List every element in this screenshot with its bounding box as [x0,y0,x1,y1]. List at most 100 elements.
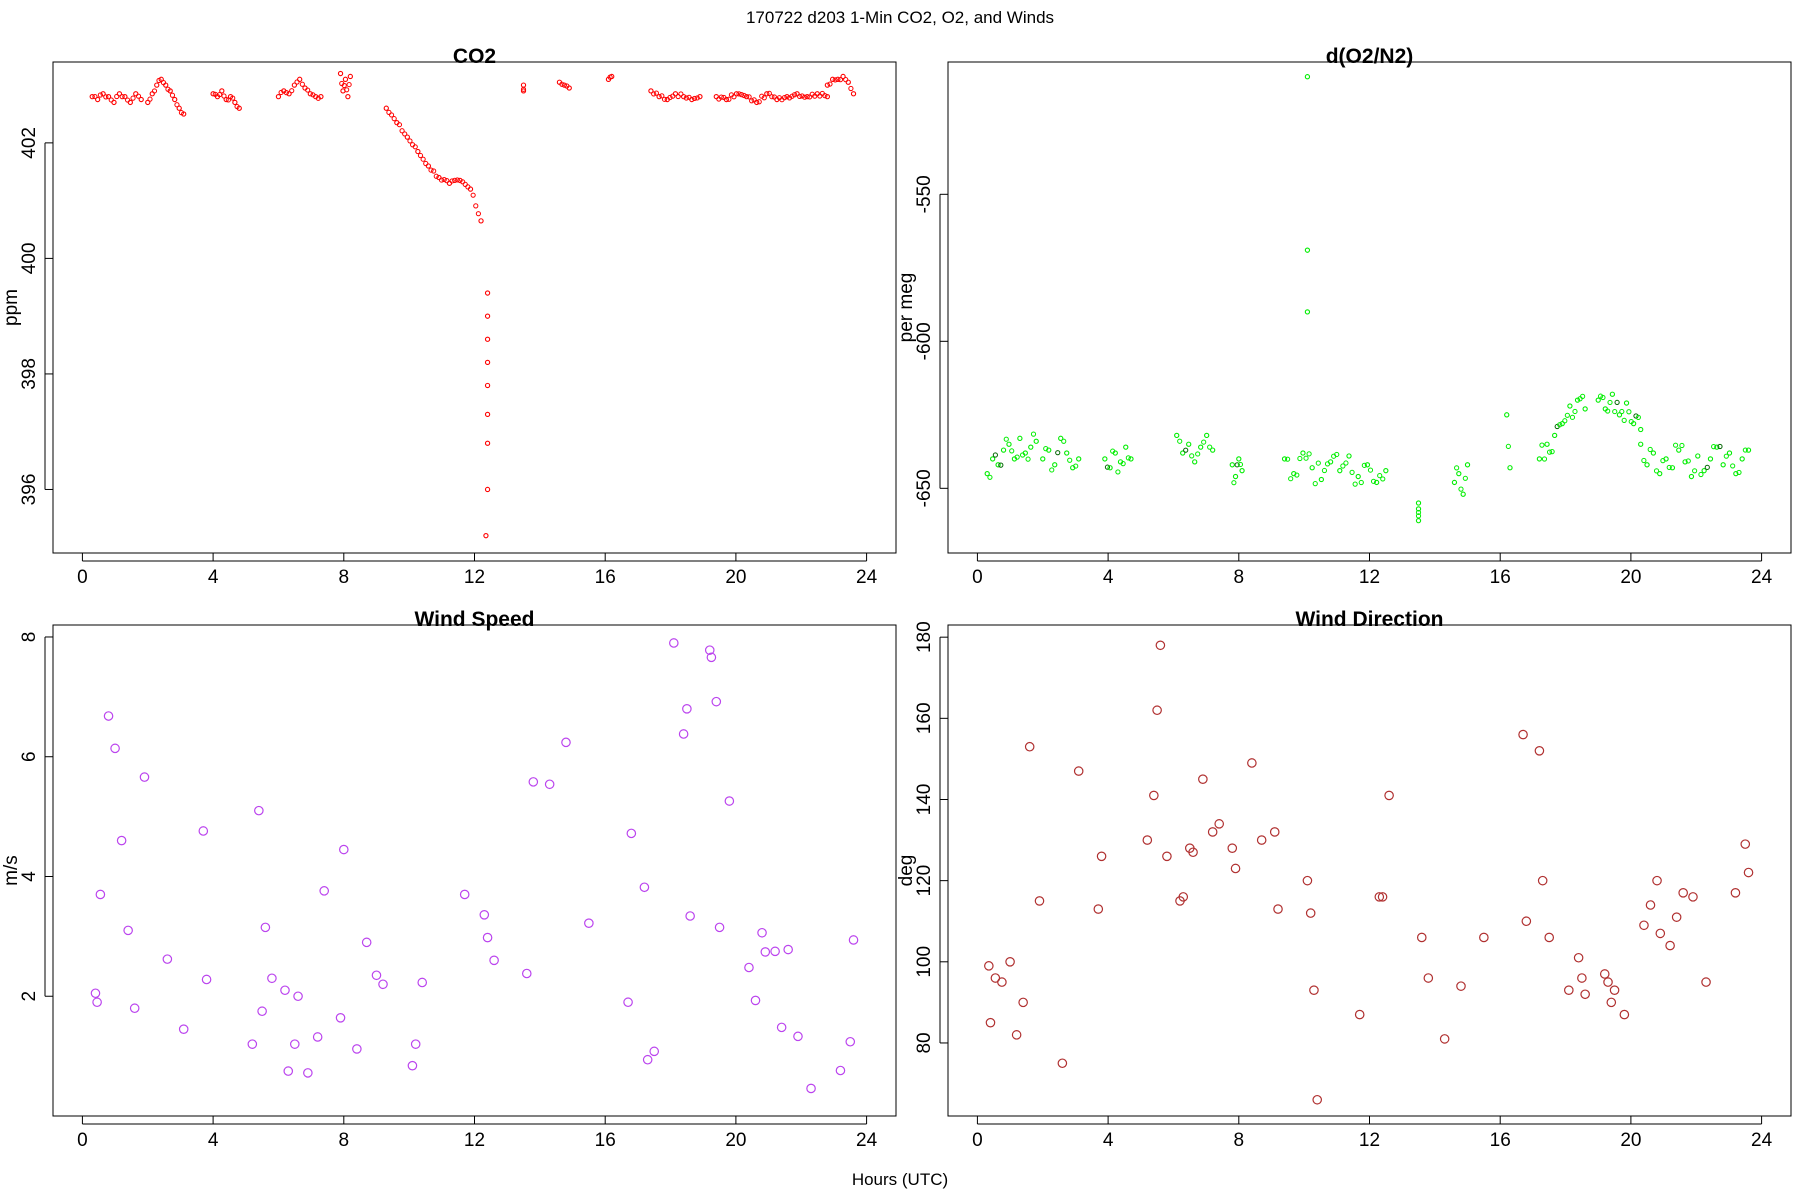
data-point [1505,443,1511,450]
data-point [1619,408,1625,415]
data-point [1017,435,1023,441]
x-tick-label: 24 [856,567,878,588]
data-point [648,88,654,94]
data-point [985,1017,996,1028]
data-point [1644,462,1650,468]
x-tick-label: 12 [464,1130,485,1151]
data-point [1423,973,1434,983]
data-point [1288,476,1294,482]
data-point [1701,468,1707,474]
data-point [289,1039,300,1049]
data-point [653,90,659,96]
data-point [232,99,238,106]
y-axis-label: m/s [1,855,22,886]
x-tick-label: 8 [1234,1130,1245,1151]
x-tick-label: 0 [972,567,983,588]
data-point [1198,444,1204,450]
data-point [1688,473,1695,480]
data-point [346,81,352,88]
data-point [1294,472,1300,478]
data-point [1536,456,1543,462]
data-point [1742,447,1748,453]
data-point [149,91,155,97]
data-point [286,91,292,97]
data-point [661,96,668,102]
data-point [1692,468,1698,474]
data-point [1128,456,1134,462]
data-point [680,94,687,100]
data-point [1544,441,1550,447]
data-point [827,81,833,87]
data-point [1232,473,1239,480]
data-point [289,88,295,94]
data-point [754,99,760,106]
data-point [697,94,703,100]
data-point [412,144,418,150]
data-point [1559,420,1565,427]
data-point [383,105,389,111]
data-point [750,995,761,1006]
data-point [1315,460,1321,466]
data-point [210,91,216,97]
data-point [1343,460,1349,466]
data-point [103,711,114,721]
data-point [470,192,476,198]
data-point [1415,513,1422,519]
data-point [139,772,150,782]
data-point [718,94,724,100]
data-point [723,96,730,103]
data-point [1645,900,1656,910]
data-point [307,91,313,97]
data-point [467,186,474,192]
data-point [1657,470,1663,477]
data-point [1162,851,1172,862]
data-point [1456,470,1462,477]
data-point [1367,467,1374,473]
panel-wdir: Wind Direction 0 4 8 12 16 20 24 80 100 120 140 160 1… [896,608,1792,1151]
data-point [1383,468,1389,474]
data-point [1112,450,1118,456]
data-point [738,92,745,98]
data-point [559,81,565,87]
data-point [1030,431,1037,437]
data-point [129,1003,140,1014]
data-point [297,76,303,82]
data-point [441,176,447,183]
data-point [1630,420,1637,427]
plot-frame [947,61,1792,554]
x-tick-label: 16 [1490,1130,1511,1151]
data-point [544,779,555,790]
y-tick-label: 6 [19,751,40,762]
data-point [103,94,109,100]
data-point [1730,463,1736,469]
x-tick-label: 24 [1751,567,1773,588]
data-point [484,486,491,493]
data-point [990,456,996,462]
data-point [457,177,463,184]
panel-title: Wind Direction [1296,608,1444,631]
data-point [1370,478,1377,484]
data-point [769,94,775,100]
data-point [1717,443,1723,450]
data-point [420,156,426,162]
data-point [154,82,160,88]
y-tick-label: 180 [914,621,935,653]
y-tick-label: -600 [914,322,935,360]
data-point [1458,486,1464,492]
data-point [1306,451,1312,457]
data-point [1736,469,1742,476]
x-tick-label: 16 [1490,567,1511,588]
data-point [1237,461,1244,468]
data-point [1304,247,1311,253]
data-point [95,96,101,103]
data-point [275,94,282,100]
data-point [1049,467,1055,473]
data-point [784,94,790,100]
data-point [201,974,212,985]
data-point [776,1022,787,1033]
data-point [824,94,831,100]
data-point [639,882,650,893]
y-tick-label: 80 [914,1032,935,1053]
x-tick-label: 20 [725,567,746,588]
data-point [689,96,695,103]
